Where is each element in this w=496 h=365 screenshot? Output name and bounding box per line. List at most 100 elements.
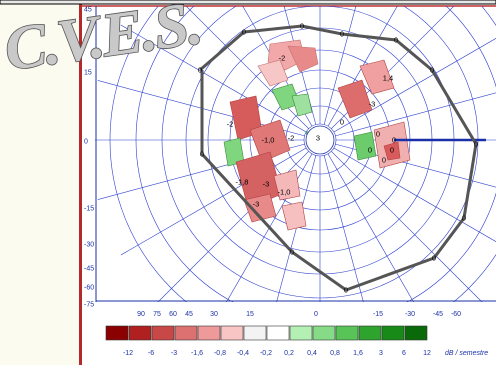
left-sidebar: [0, 0, 80, 365]
bottom-tick-label: 15: [246, 311, 254, 318]
scale-label: -1,6: [191, 350, 203, 357]
point-value: -3: [263, 180, 270, 189]
polar-grid: [95, 6, 496, 302]
scale-label: 0,2: [284, 350, 294, 357]
grid-spoke-75: [323, 155, 364, 302]
region-red-left-2: [249, 119, 291, 163]
scale-label: 0,8: [330, 350, 340, 357]
left-tick-label: -15: [84, 206, 94, 213]
scale-label: -0,2: [260, 350, 272, 357]
point-value: 0: [376, 130, 380, 139]
bottom-tick-label: 75: [153, 311, 161, 318]
bottom-tick-label: -60: [451, 311, 461, 318]
point-value: 0: [200, 150, 204, 159]
scale-label: -3: [171, 350, 177, 357]
left-tick-label: 0: [84, 139, 88, 146]
grid-spoke-150: [120, 147, 307, 256]
left-axis-ticks: 45 15 0 -15 -30 -45 -60 -75: [84, 7, 94, 309]
point-value: 0: [300, 22, 304, 31]
scale-label: -0,4: [237, 350, 249, 357]
bottom-tick-label: -30: [405, 311, 415, 318]
left-tick-label: 45: [84, 7, 92, 14]
region-green-right: [353, 131, 377, 161]
scale-label: -12: [123, 350, 133, 357]
point-value: 0: [340, 30, 344, 39]
point-value: 0: [392, 136, 396, 145]
point-value: 0: [290, 248, 294, 257]
grid-spoke-285: [323, 6, 357, 125]
scale-swatch: [266, 325, 290, 341]
point-value: 0: [368, 146, 372, 155]
region-pink-upper-right: [359, 59, 395, 95]
scale-swatch: [105, 325, 129, 341]
scale-label: -6: [148, 350, 154, 357]
fixation-marker: [305, 125, 335, 155]
left-tick-label: -30: [84, 242, 94, 249]
sidebar-edge: [79, 0, 82, 365]
scale-swatch: [404, 325, 428, 341]
point-value: 0: [390, 146, 394, 155]
scale-swatch: [174, 325, 198, 341]
point-value: 0: [242, 28, 246, 37]
region-pink-lower-left: [273, 169, 301, 201]
region-red-center-right: [337, 79, 373, 119]
grid-spoke-45: [331, 151, 483, 302]
scale-label: 3: [379, 350, 383, 357]
scale-label: 6: [402, 350, 406, 357]
point-value: -1,0: [262, 136, 275, 145]
scale-label: -0,8: [214, 350, 226, 357]
top-frame: [0, 0, 496, 5]
scale-swatch: [358, 325, 382, 341]
bottom-tick-label: 60: [169, 311, 177, 318]
point-value: 0: [344, 286, 348, 295]
scale-label: 0,4: [307, 350, 317, 357]
scale-label: 1,6: [353, 350, 363, 357]
point-value: -1,8: [236, 178, 249, 187]
scale-swatch: [220, 325, 244, 341]
region-upper-center-3: [257, 59, 289, 87]
color-scale: -12 -6 -3 -1,6 -0,8 -0,4 -0,2 0,2 0,4 0,8 1,6 3 6 12: [105, 325, 431, 357]
scale-label: 12: [423, 350, 431, 357]
grid-spoke-30: [333, 147, 496, 242]
left-tick-label: -60: [84, 285, 94, 292]
scale-swatch: [128, 325, 152, 341]
grid-spoke-105: [276, 155, 317, 302]
region-pink-lower-center: [281, 201, 307, 231]
left-tick-label: -75: [84, 302, 94, 309]
deviation-regions: [223, 39, 411, 231]
left-tick-label: -45: [84, 266, 94, 273]
region-red-lower-left-2: [243, 193, 277, 223]
scale-swatch: [197, 325, 221, 341]
bottom-tick-label: -45: [433, 311, 443, 318]
point-value: -2: [227, 120, 234, 129]
grid-spoke-345: [335, 92, 496, 137]
grid-spoke-255: [283, 6, 317, 125]
bottom-tick-label: 45: [185, 311, 193, 318]
isopter-outline: [199, 24, 478, 292]
point-value: 3: [316, 134, 320, 143]
scale-unit-label: dB / semestre: [445, 350, 488, 357]
scale-swatch: [335, 325, 359, 341]
point-value: -2: [279, 54, 286, 63]
grid-spoke-60: [327, 153, 414, 302]
region-upper-center-2: [287, 45, 319, 73]
point-value: 0: [340, 118, 344, 127]
bottom-axis-ticks: 90 75 60 45 30 15 0 -15 -30 -45 -60: [137, 311, 461, 318]
point-value: -3: [253, 200, 260, 209]
point-value: -1,0: [278, 188, 291, 197]
point-value: 0: [394, 36, 398, 45]
scale-swatch: [243, 325, 267, 341]
point-value: 0: [474, 140, 478, 149]
scale-swatch: [289, 325, 313, 341]
scale-swatch: [381, 325, 405, 341]
point-value: 0: [382, 156, 386, 165]
point-value: -3: [369, 100, 376, 109]
scale-swatch: [312, 325, 336, 341]
bottom-tick-label: 90: [137, 311, 145, 318]
left-tick-label: 15: [84, 70, 92, 77]
point-value: 0: [462, 214, 466, 223]
grid-spoke-330: [333, 38, 496, 133]
region-red-right-small: [383, 141, 401, 161]
